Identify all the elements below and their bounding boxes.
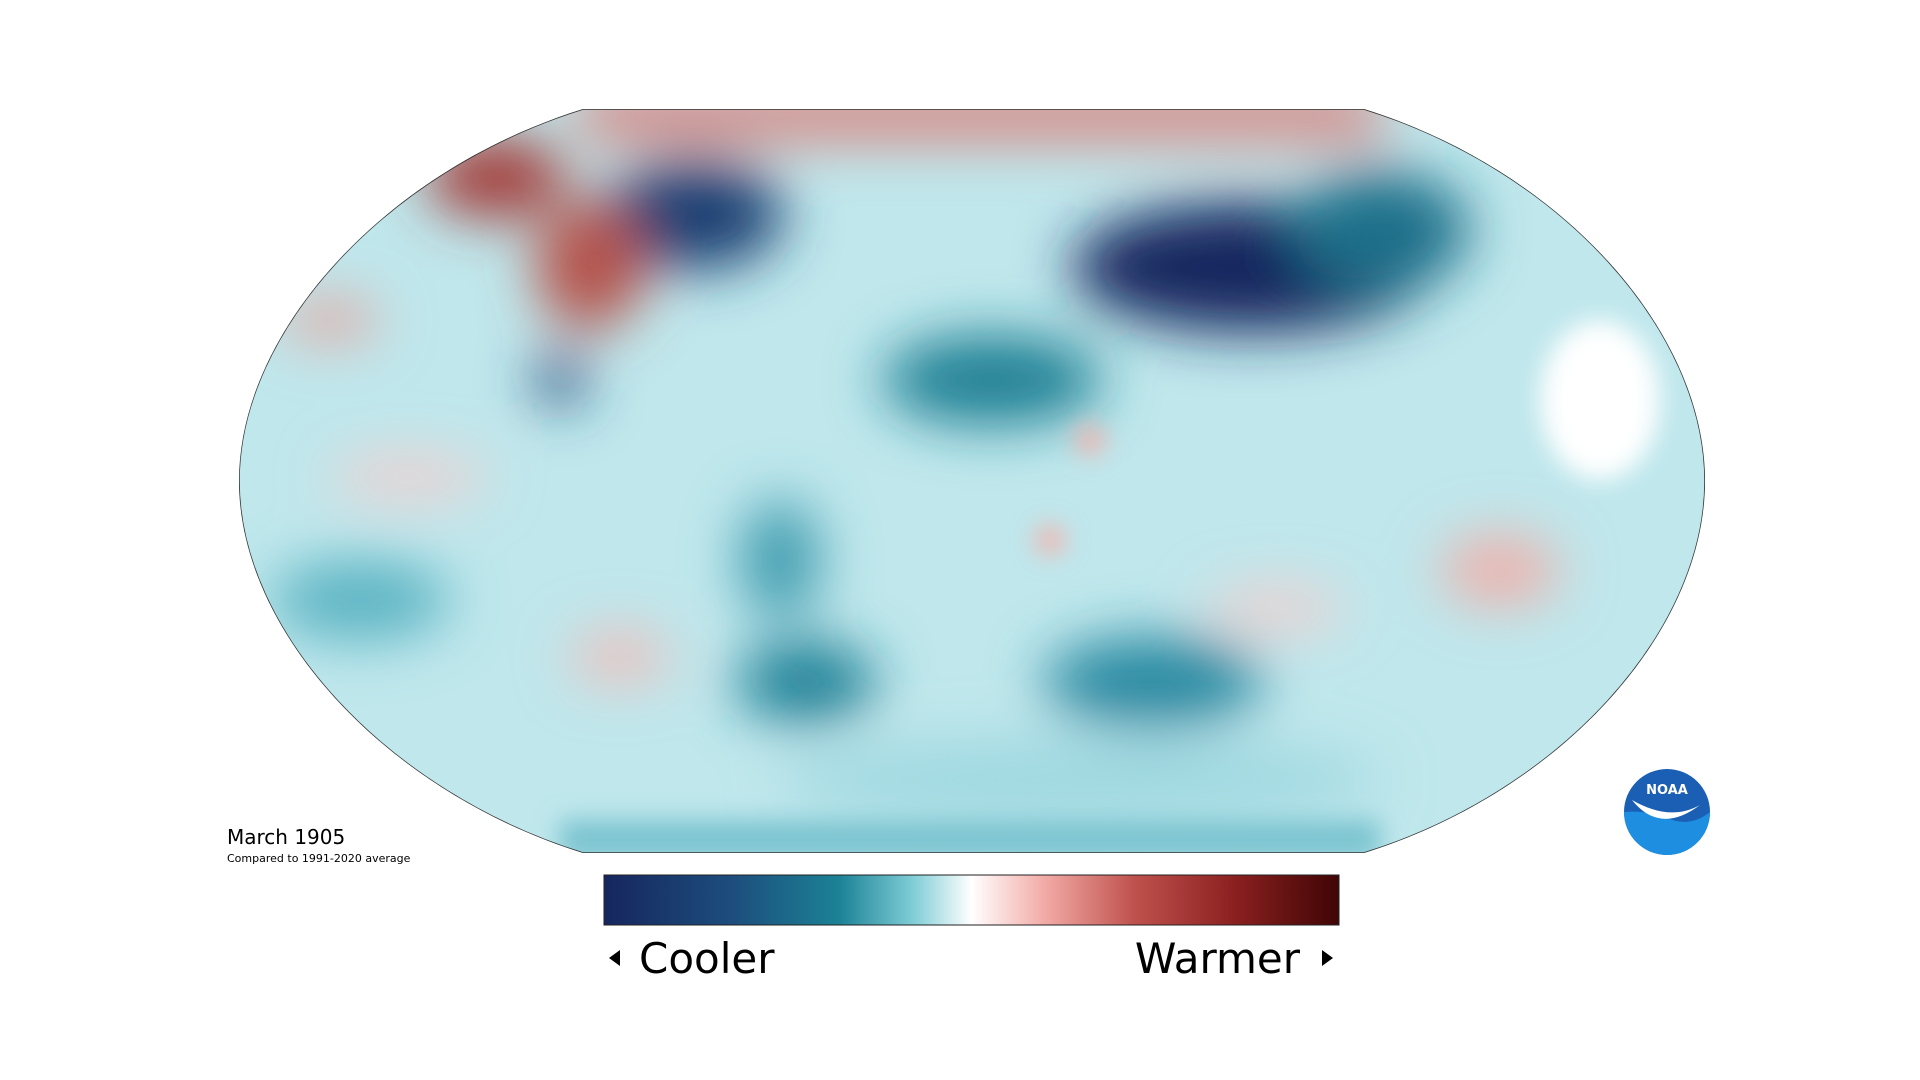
anomaly-map bbox=[239, 109, 1705, 853]
arrow-left bbox=[609, 950, 620, 966]
legend-high-label: Warmer bbox=[1135, 934, 1301, 983]
legend-low-label: Cooler bbox=[639, 934, 775, 983]
logo-text: NOAA bbox=[1646, 783, 1688, 798]
arrow-right bbox=[1322, 950, 1333, 966]
map-title: March 1905 bbox=[227, 825, 345, 849]
noaa-logo: NOAA bbox=[1624, 769, 1710, 855]
map-subtitle: Compared to 1991-2020 average bbox=[227, 852, 411, 865]
color-scale bbox=[603, 874, 1340, 926]
